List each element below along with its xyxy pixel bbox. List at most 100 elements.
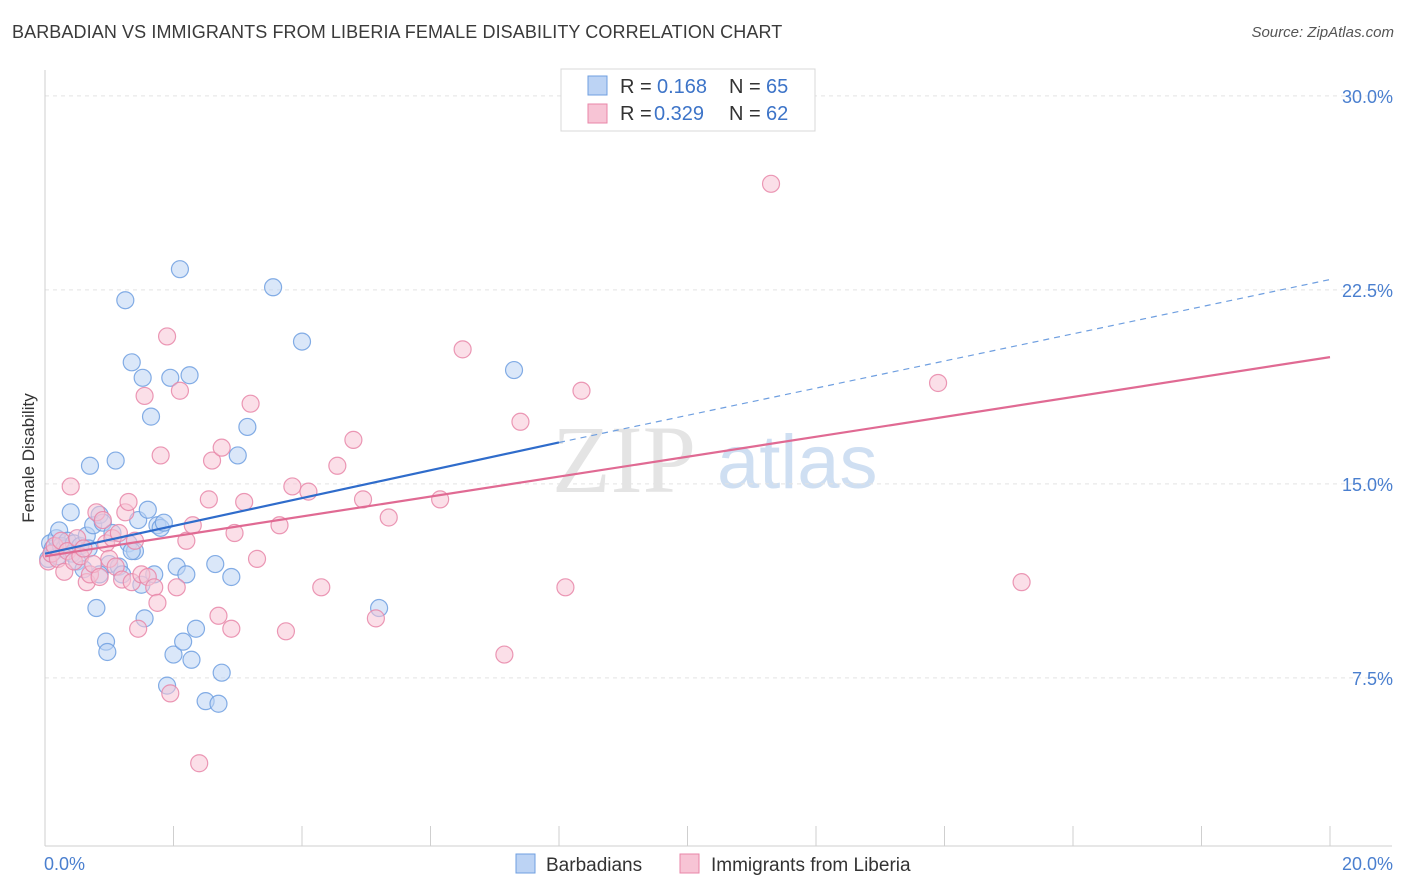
liberia-point	[453, 340, 472, 359]
barbadians-point	[186, 619, 206, 638]
barbadians-point	[504, 360, 524, 380]
barbadians-point	[164, 645, 183, 664]
liberia-point	[135, 386, 154, 406]
barbadians-point	[238, 417, 257, 437]
legend-r-label-1: R =	[620, 76, 652, 98]
liberia-point	[145, 578, 164, 597]
liberia-point	[209, 606, 228, 625]
axes	[44, 70, 1392, 847]
source-label: Source: ZipAtlas.com	[1251, 24, 1394, 41]
liberia-point	[276, 622, 296, 641]
trend-line-liberia	[44, 356, 1331, 558]
liberia-point	[222, 619, 241, 638]
gridlines	[45, 95, 1392, 679]
barbadians-point	[116, 291, 135, 310]
bottom-legend-swatch-liberia	[679, 853, 700, 874]
y-axis-title: Female Disability	[19, 393, 38, 523]
liberia-point	[572, 381, 591, 400]
liberia-point	[61, 477, 80, 496]
watermark: ZIP atlas	[552, 406, 878, 513]
legend-r-value-1: 0.168	[657, 76, 707, 98]
legend-r-value-2: 0.329	[654, 103, 704, 125]
liberia-point	[212, 438, 231, 457]
legend-swatch-liberia	[587, 103, 608, 124]
barbadians-point	[228, 446, 247, 465]
series-liberia	[39, 174, 1031, 773]
watermark-atlas: atlas	[717, 420, 878, 505]
chart-title: BARBADIAN VS IMMIGRANTS FROM LIBERIA FEM…	[12, 22, 783, 42]
barbadians-point	[106, 451, 125, 470]
y-tick-label-3: 30.0%	[1342, 87, 1393, 107]
bottom-legend-swatch-barbadians	[515, 853, 536, 874]
trend-lines	[44, 278, 1331, 558]
x-tick-label-min: 0.0%	[44, 854, 85, 874]
y-tick-label-1: 15.0%	[1342, 475, 1393, 495]
legend-n-label-1: N =	[729, 76, 761, 98]
liberia-point	[241, 394, 260, 413]
liberia-point	[157, 327, 177, 346]
liberia-point	[151, 446, 170, 465]
barbadians-point	[61, 503, 80, 522]
barbadians-point	[206, 554, 225, 574]
liberia-point	[190, 754, 209, 773]
barbadians-point	[292, 332, 312, 351]
liberia-point	[183, 516, 202, 535]
barbadians-point	[209, 694, 228, 713]
barbadians-point	[122, 353, 141, 372]
y-tick-label-0: 7.5%	[1352, 669, 1393, 689]
liberia-point	[511, 412, 530, 431]
bottom-legend: Barbadians Immigrants from Liberia	[515, 853, 911, 876]
barbadians-point	[182, 650, 201, 669]
barbadians-point	[170, 260, 190, 279]
barbadians-point	[98, 642, 117, 662]
liberia-point	[177, 531, 196, 550]
liberia-point	[225, 523, 244, 543]
liberia-point	[199, 490, 218, 509]
liberia-point	[93, 510, 112, 530]
liberia-point	[495, 645, 514, 664]
liberia-point	[247, 549, 267, 568]
liberia-point	[148, 593, 167, 612]
barbadians-point	[222, 567, 241, 587]
liberia-point	[366, 609, 385, 628]
y-tick-label-2: 22.5%	[1342, 281, 1393, 301]
trend-line-barbadians	[44, 441, 560, 555]
barbadians-point	[177, 565, 196, 584]
liberia-point	[379, 508, 398, 527]
liberia-point	[129, 619, 148, 638]
liberia-point	[328, 456, 347, 475]
legend-r-label-2: R =	[620, 103, 652, 125]
tick-labels: 7.5% 15.0% 22.5% 30.0% 0.0% 20.0%	[44, 87, 1393, 874]
barbadians-point	[263, 278, 283, 297]
bottom-legend-label-barbadians: Barbadians	[546, 855, 642, 876]
liberia-point	[90, 567, 109, 587]
barbadians-point	[133, 368, 152, 387]
legend-n-value-1: 65	[766, 76, 788, 98]
liberia-point	[344, 430, 363, 449]
x-tick-label-max: 20.0%	[1342, 854, 1393, 874]
legend-box: R = 0.168 N = 65 R = 0.329 N = 62	[560, 68, 816, 132]
liberia-point	[1012, 573, 1031, 592]
liberia-point	[235, 492, 254, 512]
series-barbadians	[39, 260, 524, 713]
liberia-point	[312, 578, 331, 597]
barbadians-point	[138, 500, 157, 519]
liberia-point	[161, 684, 180, 703]
barbadians-point	[161, 368, 180, 387]
legend-n-value-2: 62	[766, 103, 788, 125]
bottom-legend-label-liberia: Immigrants from Liberia	[711, 855, 911, 876]
barbadians-point	[87, 598, 106, 618]
barbadians-point	[180, 366, 199, 385]
liberia-point	[119, 492, 138, 512]
barbadians-point	[141, 407, 161, 426]
barbadians-point	[80, 456, 100, 475]
barbadians-point	[212, 663, 231, 682]
liberia-point	[928, 373, 948, 393]
legend-n-label-2: N =	[729, 103, 761, 125]
liberia-point	[283, 477, 302, 496]
legend-swatch-barbadians	[587, 75, 608, 96]
barbadians-point	[174, 632, 193, 651]
liberia-point	[202, 451, 222, 470]
liberia-point	[170, 381, 190, 400]
